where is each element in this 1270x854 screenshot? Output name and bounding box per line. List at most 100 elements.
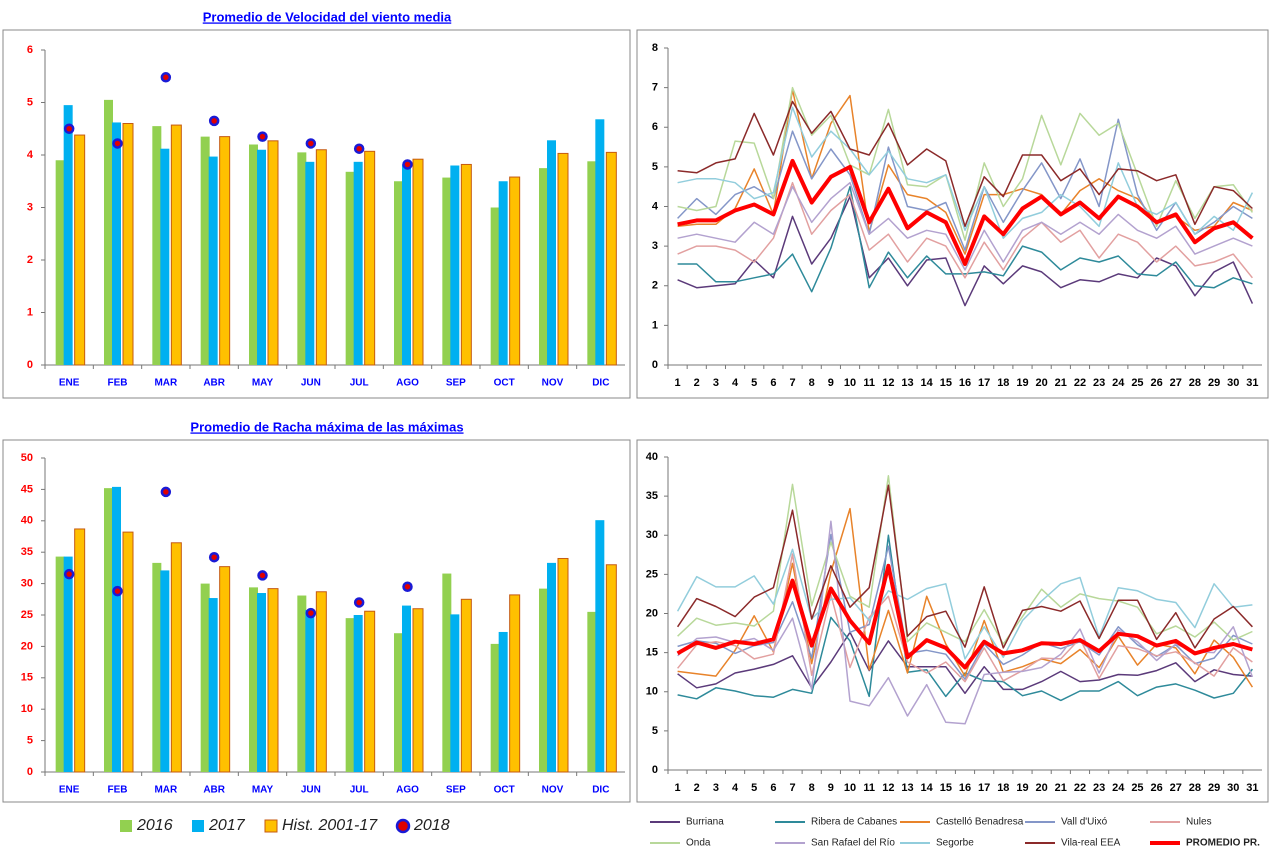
x-tick-label: 9 [828, 782, 834, 794]
bar [412, 608, 424, 773]
series-line [677, 181, 1253, 271]
legend-label: Castelló Benadresa [936, 817, 1024, 828]
bar [315, 591, 327, 773]
y-tick-label: 25 [646, 568, 658, 580]
y-tick-label: 10 [21, 703, 33, 715]
x-tick-label: JUL [350, 378, 369, 389]
y-tick-label: 30 [21, 578, 33, 590]
point-marker [208, 551, 220, 563]
x-tick-label: AGO [396, 785, 419, 796]
bar [55, 556, 65, 772]
y-tick-label: 2 [652, 280, 658, 292]
legend-label: Segorbe [936, 838, 974, 849]
x-tick-label: 20 [1036, 377, 1048, 389]
bar [249, 587, 258, 772]
bar [498, 181, 508, 365]
x-tick-label: 3 [713, 377, 719, 389]
x-tick-label: 5 [751, 782, 757, 794]
x-tick-label: 17 [978, 377, 990, 389]
series-line [677, 106, 1254, 239]
x-tick-label: 6 [770, 377, 776, 389]
x-tick-label: 30 [1227, 377, 1239, 389]
bar [595, 119, 605, 365]
legend-label: Nules [1186, 817, 1212, 828]
chart-frame [636, 439, 1269, 803]
x-tick-label: 4 [732, 377, 739, 389]
point-marker [353, 597, 365, 608]
x-tick-label: 31 [1246, 782, 1258, 794]
x-tick-label: 25 [1131, 377, 1143, 389]
point-marker [353, 143, 365, 154]
bar [219, 136, 231, 366]
x-tick-label: NOV [542, 785, 564, 796]
y-tick-label: 2 [27, 254, 33, 266]
x-tick-label: DIC [592, 378, 609, 389]
y-tick-label: 50 [21, 452, 33, 464]
chart-frame [636, 29, 1269, 399]
bar [219, 566, 231, 773]
x-tick-label: 28 [1189, 782, 1201, 794]
legend-label: Onda [686, 838, 711, 849]
bar [208, 156, 218, 365]
y-tick-label: 25 [21, 609, 33, 621]
y-tick-label: 40 [646, 451, 658, 463]
point-marker [402, 159, 413, 170]
y-tick-label: 8 [652, 42, 658, 54]
chart-title: Promedio de Racha máxima de las máximas [190, 419, 463, 434]
x-tick-label: ENE [59, 785, 80, 796]
point-marker [402, 581, 413, 592]
point-marker [257, 131, 268, 142]
bar [305, 609, 315, 772]
bar [450, 165, 460, 365]
x-tick-label: 9 [828, 377, 834, 389]
y-tick-label: 7 [652, 82, 658, 94]
y-tick-label: 15 [646, 647, 658, 659]
bar [587, 611, 597, 772]
point-marker [112, 585, 123, 597]
bar [394, 181, 403, 365]
x-tick-label: 13 [901, 782, 913, 794]
bar [200, 583, 210, 772]
bar [539, 588, 548, 772]
bar [152, 126, 162, 365]
bar [345, 171, 355, 365]
series-line [677, 100, 1253, 228]
y-tick-label: 3 [27, 201, 33, 213]
x-tick-label: 27 [1170, 377, 1182, 389]
y-tick-label: 0 [27, 766, 33, 778]
bar [547, 140, 556, 365]
y-tick-label: 20 [646, 607, 658, 619]
bar [160, 570, 170, 772]
x-tick-label: SEP [446, 378, 466, 389]
legend-swatch [395, 818, 411, 834]
bar [460, 163, 472, 366]
point-marker [208, 115, 220, 127]
x-tick-label: 26 [1150, 782, 1162, 794]
legend-label: Ribera de Cabanes [811, 817, 897, 828]
bar [605, 151, 617, 366]
x-tick-label: 18 [997, 782, 1009, 794]
bar [353, 161, 363, 365]
series-line [677, 631, 1253, 695]
bar [557, 557, 569, 773]
x-tick-label: 2 [694, 782, 700, 794]
bar [460, 598, 472, 773]
x-tick-label: 15 [940, 782, 952, 794]
series-line [677, 158, 1254, 266]
x-tick-label: 20 [1036, 782, 1048, 794]
bar [160, 148, 170, 365]
x-tick-label: JUL [350, 785, 369, 796]
bar [490, 207, 500, 365]
point-marker [63, 123, 75, 134]
series-line [677, 195, 1254, 307]
series-line [677, 181, 1253, 279]
point-marker [160, 486, 172, 498]
y-tick-label: 4 [27, 149, 34, 161]
x-tick-label: 14 [921, 782, 934, 794]
x-tick-label: 5 [751, 377, 757, 389]
bar [112, 486, 121, 772]
x-tick-label: 27 [1170, 782, 1182, 794]
x-tick-label: 4 [732, 782, 739, 794]
y-tick-label: 5 [27, 735, 33, 747]
y-tick-label: 45 [21, 483, 33, 495]
